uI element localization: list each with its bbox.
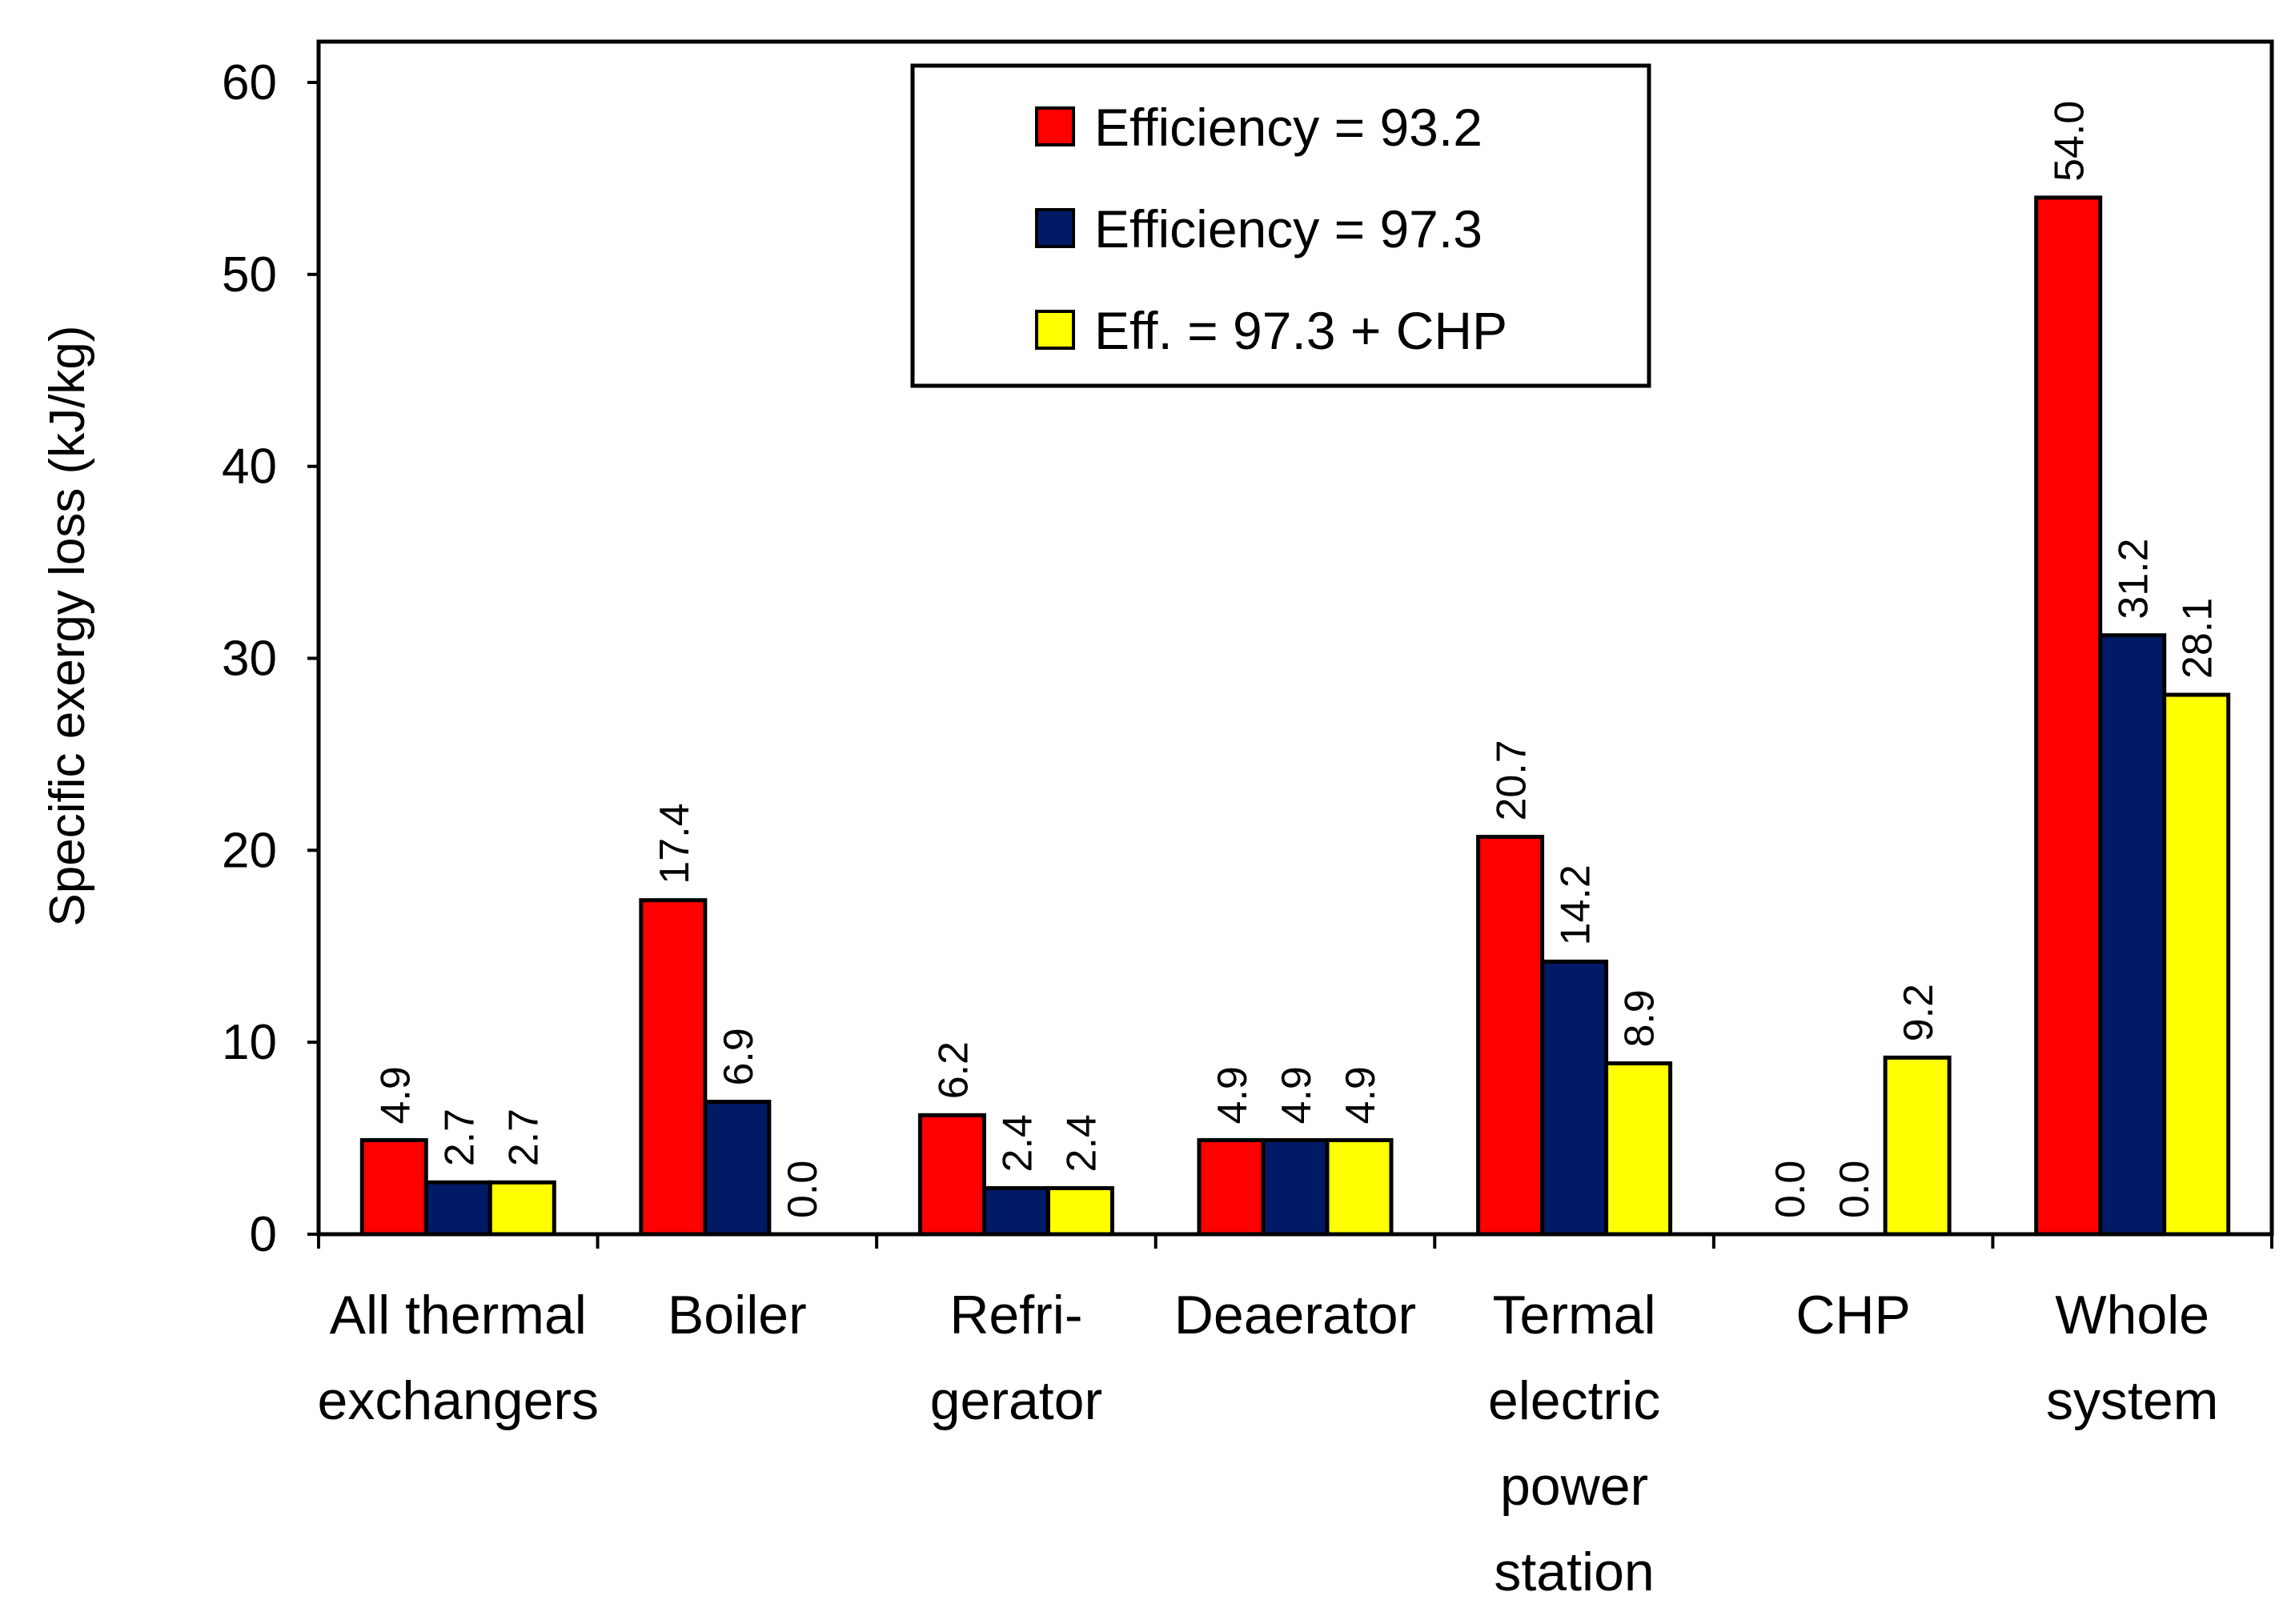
legend: Efficiency = 93.2 Efficiency = 97.3 Eff. =…: [910, 63, 1651, 388]
legend-label: Eff. = 97.3 + CHP: [1094, 301, 1507, 360]
data-label: 20.7: [1489, 740, 1535, 820]
bar-3: [1325, 1137, 1394, 1237]
data-label: 14.2: [1553, 864, 1599, 945]
x-category-label: Deaerator: [1174, 1285, 1416, 1345]
bar-2: [981, 1185, 1050, 1237]
legend-label: Efficiency = 93.2: [1094, 98, 1483, 157]
x-category-label: All thermal: [330, 1285, 587, 1345]
bar-2: [423, 1180, 492, 1237]
y-tick-label: 40: [222, 439, 277, 495]
data-label: 31.2: [2111, 539, 2157, 620]
legend-label: Efficiency = 97.3: [1094, 199, 1483, 259]
x-category-label: gerator: [930, 1370, 1102, 1431]
bar-3: [2162, 692, 2231, 1237]
data-label: 0.0: [1832, 1161, 1878, 1218]
bar-2: [703, 1100, 772, 1237]
bar-1: [2034, 195, 2103, 1237]
y-tick-label: 10: [222, 1015, 277, 1070]
x-category-label: Refri-: [949, 1285, 1082, 1345]
y-axis-title: Specific exergy loss (kJ/kg): [40, 325, 95, 926]
x-category-label: system: [2046, 1370, 2218, 1431]
y-tick-label: 0: [250, 1207, 277, 1262]
bar-2: [2098, 633, 2167, 1237]
data-label: 2.7: [500, 1109, 547, 1166]
bar-1: [639, 898, 708, 1237]
data-label: 0.0: [780, 1161, 826, 1218]
data-label: 54.0: [2047, 101, 2093, 182]
bar-3: [1883, 1055, 1952, 1237]
y-tick-label: 50: [222, 247, 277, 303]
x-category-label: CHP: [1795, 1285, 1911, 1345]
data-label: 4.9: [1338, 1066, 1384, 1124]
data-label: 4.9: [372, 1066, 419, 1124]
bar-2: [1261, 1137, 1330, 1237]
x-category-label: exchangers: [318, 1370, 600, 1431]
data-label: 6.2: [930, 1041, 977, 1099]
data-label: 2.4: [1058, 1114, 1105, 1172]
y-tick-label: 20: [222, 823, 277, 878]
bar-2: [1540, 959, 1609, 1237]
data-label: 9.2: [1896, 984, 1942, 1041]
data-label: 17.4: [652, 803, 698, 884]
x-category-label: electric: [1488, 1370, 1660, 1431]
x-category-label: station: [1494, 1542, 1654, 1602]
legend-swatch: [1035, 106, 1075, 146]
legend-swatch: [1035, 208, 1075, 248]
data-label: 2.4: [994, 1114, 1041, 1172]
bar-3: [1604, 1061, 1673, 1237]
bar-3: [1045, 1185, 1114, 1237]
data-label: 28.1: [2175, 598, 2221, 679]
data-label: 8.9: [1617, 989, 1663, 1047]
x-category-label: power: [1500, 1456, 1648, 1517]
bar-1: [1476, 835, 1545, 1237]
data-label: 2.7: [436, 1109, 483, 1166]
data-label: 6.9: [716, 1028, 762, 1085]
data-label: 4.9: [1274, 1066, 1320, 1124]
y-tick-label: 60: [222, 55, 277, 110]
x-category-label: Boiler: [668, 1285, 807, 1345]
data-label: 4.9: [1210, 1066, 1256, 1124]
legend-swatch: [1035, 310, 1075, 350]
data-label: 0.0: [1767, 1161, 1814, 1218]
bar-3: [487, 1180, 556, 1237]
x-category-label: Whole: [2055, 1285, 2209, 1345]
bar-1: [917, 1113, 986, 1237]
bar-1: [359, 1137, 428, 1237]
bar-1: [1197, 1137, 1266, 1237]
x-category-label: Termal: [1493, 1285, 1656, 1345]
y-tick-label: 30: [222, 632, 277, 687]
